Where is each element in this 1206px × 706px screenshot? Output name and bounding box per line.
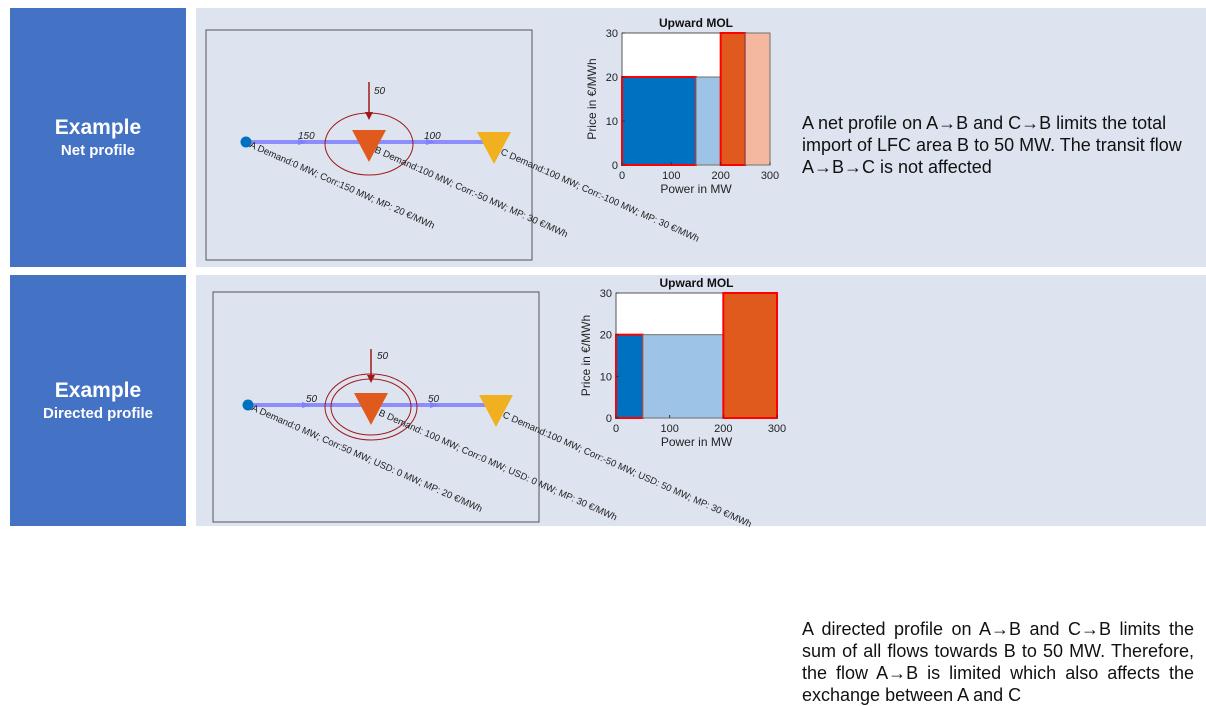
bar-0 [621,76,697,166]
y-tick-label: 20 [606,72,618,84]
x-tick-label: 0 [619,170,625,182]
x-tick-label: 0 [613,423,619,435]
y-axis-label: Price in €/MWh [585,58,599,139]
example-row-directed-profile: Example Directed profile 50 50 50 A Dema… [0,275,1206,705]
injection-label: 50 [377,351,389,362]
y-tick-label: 20 [600,330,612,342]
profile-ring-inner [330,378,412,436]
flow-arrow-bc [430,402,440,408]
x-tick-label: 100 [660,423,678,435]
node-b [354,393,388,425]
flow-label-ab: 150 [298,131,315,142]
bar-0 [615,333,644,420]
chart-title: Upward MOL [660,276,734,290]
diagram-frame [205,29,533,261]
x-tick-label: 100 [662,170,680,182]
x-tick-label: 300 [761,170,779,182]
y-axis-label: Price in €/MWh [579,315,593,396]
node-b-label: B Demand:100 MW; Corr:-50 MW; MP: 30 €/M… [373,145,570,241]
profile-ring-outer [324,373,418,441]
example-label-box: Example Net profile [10,8,186,267]
y-tick-label: 10 [606,116,618,128]
y-tick-label: 0 [612,160,618,172]
flow-arrow-ab [298,139,308,145]
node-a [242,399,254,411]
bar-2 [719,32,747,166]
injection-label: 50 [374,86,386,97]
upward-mol-chart: 0 100 200 300 0 10 20 30 Upward MOL Power in MW Pr… [579,276,786,449]
bar-1 [695,76,722,166]
flow-arrow-bc [426,139,436,145]
example-description: A directed profile on A→B and C→B limits… [802,619,1194,705]
diagram-frame [212,291,540,523]
example-subtitle: Directed profile [42,404,154,422]
x-axis-label: Power in MW [660,182,732,196]
y-tick-label: 30 [606,28,618,40]
bar-3 [744,32,771,166]
node-c [477,132,511,164]
flow-label-bc: 100 [424,131,441,142]
example-title: Example [54,378,142,402]
injection-arrowhead [365,112,373,120]
profile-ring [324,112,414,176]
x-tick-label: 300 [768,423,786,435]
y-tick-label: 0 [606,413,612,425]
x-axis-label: Power in MW [661,435,733,449]
node-a-label: A Demand:0 MW; Corr:50 MW; USD: 0 MW; MP… [250,403,484,515]
bar-1 [642,334,724,419]
bar-2 [722,292,778,419]
node-c [479,395,513,427]
node-b-label: B Demand: 100 MW; Corr:0 MW; USD: 0 MW; … [377,408,619,524]
example-row-net-profile: Example Net profile 50 150 100 A Demand:… [0,8,1206,267]
example-description: A net profile on A→B and C→B limits the … [802,113,1182,177]
flow-arrow-ab [302,402,312,408]
example-subtitle: Net profile [60,141,136,159]
flow-label-ab: 50 [306,394,318,405]
node-a [240,136,252,148]
example-title: Example [54,115,142,139]
node-a-label: A Demand:0 MW; Corr:150 MW; MP: 20 €/MWh [248,140,436,232]
x-tick-label: 200 [711,170,729,182]
x-tick-label: 200 [714,423,732,435]
upward-mol-chart: 0 100 200 300 0 10 20 30 Upward MOL Power in MW Pr… [585,16,779,196]
network-diagram: 50 150 100 A Demand:0 MW; Corr:150 MW; M… [205,16,779,261]
example-label-box: Example Directed profile [10,275,186,526]
chart-title: Upward MOL [659,16,733,30]
flow-label-bc: 50 [428,394,440,405]
y-tick-label: 10 [600,371,612,383]
y-tick-label: 30 [600,288,612,300]
node-b [352,130,386,162]
network-diagram: 50 50 50 A Demand:0 MW; Corr:50 MW; USD:… [212,276,786,530]
